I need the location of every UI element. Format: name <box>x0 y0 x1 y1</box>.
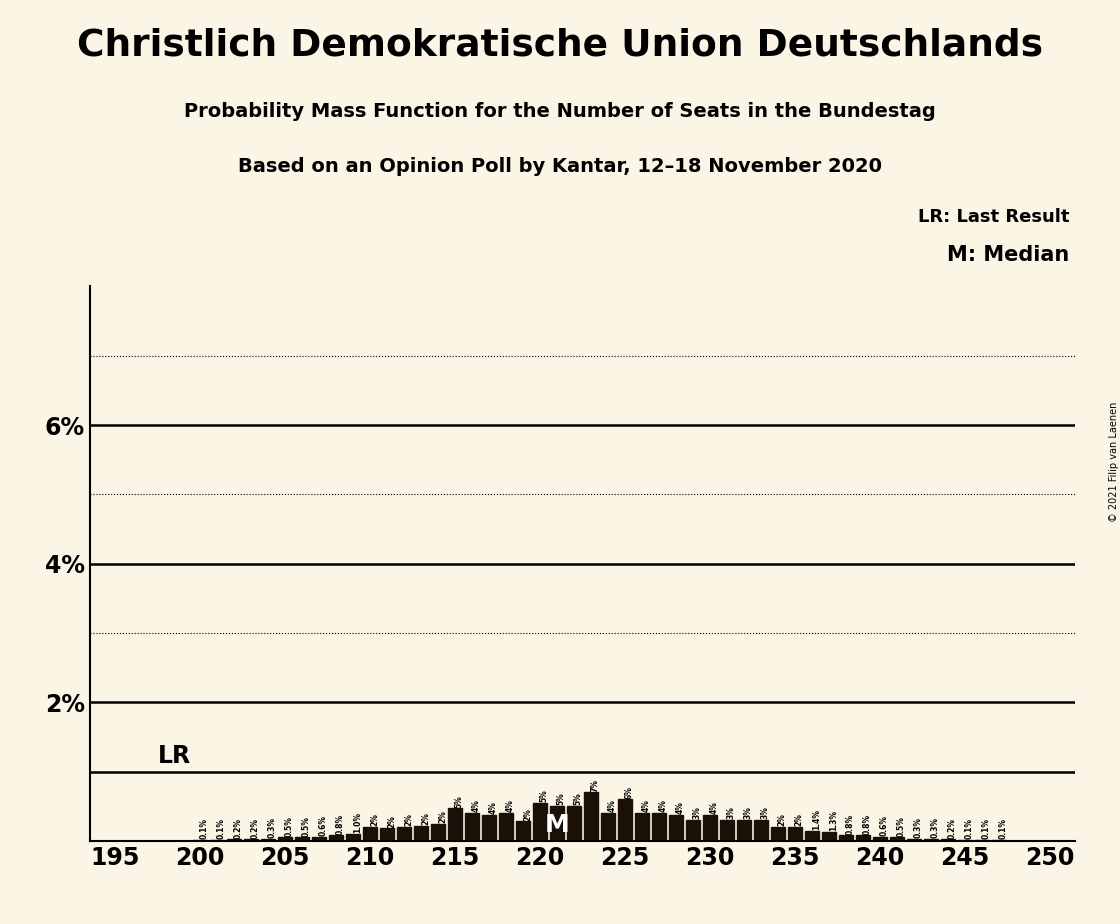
Bar <box>498 813 513 841</box>
Text: 0.1%: 0.1% <box>982 819 991 839</box>
Text: 0.1%: 0.1% <box>999 819 1008 839</box>
Text: 5%: 5% <box>557 793 566 806</box>
Bar <box>737 821 752 841</box>
Text: 0.6%: 0.6% <box>319 815 328 836</box>
Text: LR: Last Result: LR: Last Result <box>918 208 1070 225</box>
Bar <box>550 806 564 841</box>
Text: 0.1%: 0.1% <box>200 819 209 839</box>
Bar <box>702 815 717 841</box>
Bar <box>465 813 479 841</box>
Text: 2%: 2% <box>438 810 447 822</box>
Bar <box>822 832 836 841</box>
Bar <box>227 839 241 841</box>
Text: 3%: 3% <box>760 807 769 820</box>
Bar <box>295 837 309 841</box>
Text: 4%: 4% <box>675 801 684 814</box>
Text: 3%: 3% <box>727 807 736 820</box>
Text: 0.5%: 0.5% <box>897 816 906 837</box>
Bar <box>941 839 955 841</box>
Text: 0.1%: 0.1% <box>964 819 973 839</box>
Text: 5%: 5% <box>573 793 582 806</box>
Text: 6%: 6% <box>625 785 634 798</box>
Bar <box>244 839 259 841</box>
Text: 1.3%: 1.3% <box>829 810 838 832</box>
Text: 2%: 2% <box>523 808 532 821</box>
Bar <box>720 821 734 841</box>
Bar <box>635 813 650 841</box>
Text: 4%: 4% <box>506 799 515 812</box>
Text: 4%: 4% <box>472 799 480 812</box>
Bar <box>617 799 632 841</box>
Text: M: Median: M: Median <box>948 245 1070 265</box>
Text: 2%: 2% <box>421 812 430 825</box>
Bar <box>600 813 615 841</box>
Bar <box>669 815 683 841</box>
Text: 0.2%: 0.2% <box>234 818 243 839</box>
Text: 1.4%: 1.4% <box>812 809 821 831</box>
Text: 2%: 2% <box>388 815 396 828</box>
Text: 1.0%: 1.0% <box>353 812 362 833</box>
Text: Based on an Opinion Poll by Kantar, 12–18 November 2020: Based on an Opinion Poll by Kantar, 12–1… <box>237 157 883 176</box>
Bar <box>396 827 411 841</box>
Text: 4%: 4% <box>710 801 719 814</box>
Bar <box>584 793 598 841</box>
Text: 5%: 5% <box>540 789 549 802</box>
Text: M: M <box>544 813 569 837</box>
Bar <box>924 839 937 841</box>
Bar <box>346 833 361 841</box>
Text: 5%: 5% <box>455 795 464 808</box>
Bar <box>413 826 428 841</box>
Bar <box>906 839 921 841</box>
Text: 0.3%: 0.3% <box>914 817 923 838</box>
Bar <box>804 832 819 841</box>
Bar <box>515 821 530 841</box>
Text: © 2021 Filip van Laenen: © 2021 Filip van Laenen <box>1110 402 1119 522</box>
Bar <box>771 827 785 841</box>
Bar <box>533 803 548 841</box>
Text: 2%: 2% <box>404 813 413 826</box>
Text: 0.5%: 0.5% <box>284 816 295 837</box>
Text: 0.3%: 0.3% <box>931 817 940 838</box>
Bar <box>311 837 326 841</box>
Text: 0.8%: 0.8% <box>336 813 345 834</box>
Text: 4%: 4% <box>659 799 668 812</box>
Bar <box>685 821 700 841</box>
Text: 0.8%: 0.8% <box>862 813 871 834</box>
Text: 0.2%: 0.2% <box>251 818 260 839</box>
Bar <box>889 837 904 841</box>
Text: 7%: 7% <box>591 779 600 792</box>
Bar <box>431 823 445 841</box>
Text: 0.8%: 0.8% <box>846 813 855 834</box>
Bar <box>652 813 666 841</box>
Text: LR: LR <box>158 744 190 768</box>
Text: 4%: 4% <box>489 801 498 814</box>
Text: 0.5%: 0.5% <box>302 816 311 837</box>
Text: 0.2%: 0.2% <box>948 818 956 839</box>
Text: Probability Mass Function for the Number of Seats in the Bundestag: Probability Mass Function for the Number… <box>184 102 936 121</box>
Bar <box>278 837 292 841</box>
Bar <box>754 821 768 841</box>
Text: 2%: 2% <box>370 813 379 826</box>
Bar <box>567 806 581 841</box>
Bar <box>329 835 343 841</box>
Bar <box>839 835 853 841</box>
Text: 4%: 4% <box>642 799 651 812</box>
Text: 3%: 3% <box>693 807 702 820</box>
Text: 2%: 2% <box>777 813 787 826</box>
Text: 0.1%: 0.1% <box>217 819 226 839</box>
Bar <box>261 839 276 841</box>
Bar <box>363 827 377 841</box>
Text: 2%: 2% <box>795 813 804 826</box>
Text: 0.3%: 0.3% <box>268 817 277 838</box>
Text: Christlich Demokratische Union Deutschlands: Christlich Demokratische Union Deutschla… <box>77 28 1043 64</box>
Bar <box>787 827 802 841</box>
Text: 0.6%: 0.6% <box>880 815 889 836</box>
Bar <box>856 835 870 841</box>
Bar <box>872 837 887 841</box>
Text: 3%: 3% <box>744 807 753 820</box>
Bar <box>380 828 394 841</box>
Bar <box>448 808 463 841</box>
Text: 4%: 4% <box>608 799 617 812</box>
Bar <box>482 815 496 841</box>
